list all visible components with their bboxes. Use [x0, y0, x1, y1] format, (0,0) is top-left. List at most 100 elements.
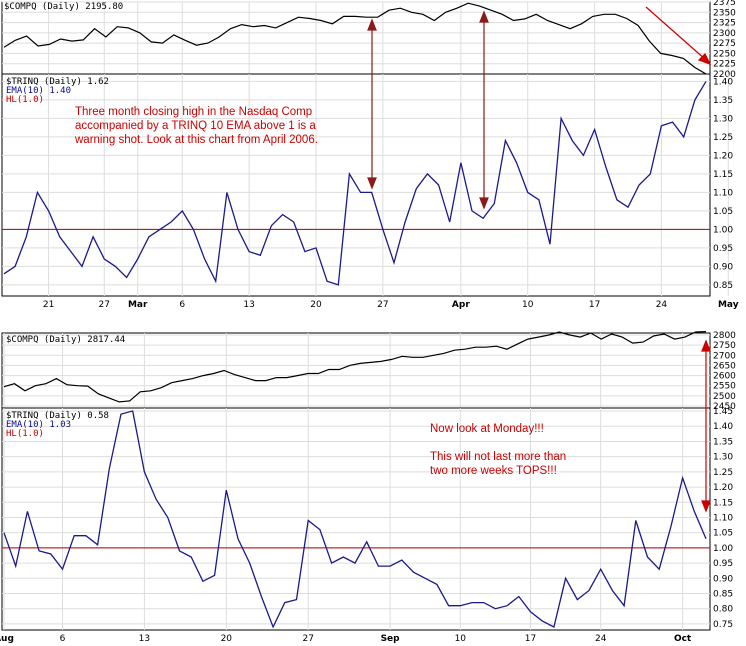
x-tick-label: 24 — [656, 300, 668, 310]
x-tick-label: Aug — [0, 634, 14, 644]
y-tick-label: 2800 — [713, 331, 736, 341]
bottom-trinq-frame — [1, 407, 711, 631]
x-tick-label: 13 — [139, 634, 150, 644]
top-ema-line — [3, 81, 707, 286]
bottom-hl-legend: HL(1.0) — [6, 429, 44, 439]
y-tick-label: 2200 — [713, 70, 736, 80]
top-price-grid — [2, 1, 729, 75]
top-annotation-line-2: accompanied by a TRINQ 10 EMA above 1 is… — [75, 120, 316, 132]
y-tick-label: 1.00 — [713, 544, 733, 554]
y-tick-label: 2275 — [713, 39, 736, 49]
bottom-xticks: Aug6132027Sep101724Oct8152229 — [0, 634, 692, 644]
x-tick-label: 13 — [243, 300, 254, 310]
x-tick-label: 24 — [595, 634, 607, 644]
bottom-ema-line — [3, 410, 707, 629]
x-tick-label: Sep — [381, 634, 401, 644]
x-tick-label: 6 — [179, 300, 185, 310]
y-tick-label: 2250 — [713, 49, 736, 59]
bottom-ema-legend: EMA(10) 1.03 — [6, 420, 71, 430]
bottom-trinq-panel: 1.45 1.40 1.35 1.30 1.25 1.20 1.15 1.10 1.05 1.00… — [1, 407, 733, 631]
top-arrow-diagonal — [645, 6, 712, 66]
y-tick-label: 0.90 — [713, 262, 733, 272]
y-tick-label: 0.75 — [713, 620, 733, 630]
bottom-price-line — [3, 331, 707, 403]
y-tick-label: 1.45 — [713, 407, 733, 417]
y-tick-label: 1.00 — [713, 225, 733, 235]
x-tick-label: May — [718, 300, 739, 310]
y-tick-label: 1.05 — [713, 207, 733, 217]
y-tick-label: 2325 — [713, 19, 736, 29]
x-tick-label: 17 — [525, 634, 536, 644]
bottom-annotation: Now look at Monday!!! This will not last… — [430, 423, 566, 477]
top-ema-legend: EMA(10) 1.40 — [6, 86, 71, 96]
y-tick-label: 1.05 — [713, 529, 733, 539]
top-arrow-1 — [367, 18, 377, 190]
y-tick-label: 2375 — [713, 0, 736, 8]
x-tick-label: 20 — [221, 634, 233, 644]
y-tick-label: 1.35 — [713, 96, 733, 106]
x-tick-label: Mar — [128, 300, 148, 310]
y-tick-label: 2350 — [713, 8, 736, 18]
bottom-annotation-line-3: This will not last more than — [430, 451, 566, 463]
y-tick-label: 2650 — [713, 361, 736, 371]
bottom-trinq-legend: $TRINQ (Daily) 0.58 — [6, 411, 109, 421]
y-tick-label: 1.40 — [713, 422, 733, 432]
x-tick-label: Oct — [674, 634, 692, 644]
y-tick-label: 1.15 — [713, 498, 733, 508]
y-tick-label: 2600 — [713, 372, 736, 382]
y-tick-label: 2750 — [713, 341, 736, 351]
x-tick-label: 10 — [522, 300, 534, 310]
bottom-price-legend: $COMPQ (Daily) 2817.44 — [6, 335, 125, 345]
top-trinq-yticks: 1.40 1.35 1.30 1.25 1.20 1.15 1.10 1.05 1.00 0.95… — [713, 77, 733, 291]
y-tick-label: 0.85 — [713, 590, 733, 600]
y-tick-label: 1.20 — [713, 483, 733, 493]
top-annotation: Three month closing high in the Nasdaq C… — [74, 106, 318, 146]
y-tick-label: 2450 — [713, 402, 736, 412]
y-tick-label: 1.30 — [713, 453, 733, 463]
top-annotation-line-1: Three month closing high in the Nasdaq C… — [75, 106, 312, 118]
x-tick-label: 20 — [310, 300, 322, 310]
y-tick-label: 1.10 — [713, 513, 733, 523]
top-trinq-legend: $TRINQ (Daily) 1.62 — [6, 77, 109, 87]
bottom-trinq-yticks: 1.45 1.40 1.35 1.30 1.25 1.20 1.15 1.10 1.05 1.00… — [713, 407, 733, 630]
y-tick-label: 2700 — [713, 351, 736, 361]
bottom-annotation-line-4: two more weeks TOPS!!! — [430, 465, 557, 477]
x-tick-label: 27 — [302, 634, 313, 644]
top-arrows — [367, 6, 712, 210]
x-tick-label: 17 — [589, 300, 600, 310]
y-tick-label: 1.10 — [713, 188, 733, 198]
top-hl-legend: HL(1.0) — [6, 95, 44, 105]
y-tick-label: 0.95 — [713, 244, 733, 254]
y-tick-label: 1.25 — [713, 133, 733, 143]
y-tick-label: 1.20 — [713, 151, 733, 161]
y-tick-label: 2225 — [713, 60, 736, 70]
y-tick-label: 2550 — [713, 382, 736, 392]
y-tick-label: 0.80 — [713, 605, 733, 615]
top-price-frame — [1, 1, 711, 75]
y-tick-label: 1.35 — [713, 437, 733, 447]
y-tick-label: 1.40 — [713, 77, 733, 87]
top-trinq-panel: 1.40 1.35 1.30 1.25 1.20 1.15 1.10 1.05 1.00 0.95… — [1, 73, 733, 297]
x-tick-label: 10 — [455, 634, 467, 644]
x-tick-label: 27 — [99, 300, 110, 310]
y-tick-label: 2500 — [713, 392, 736, 402]
bottom-trinq-grid — [2, 408, 710, 630]
y-tick-label: 0.85 — [713, 281, 733, 291]
top-trinq-grid — [2, 74, 729, 296]
bottom-annotation-line-1: Now look at Monday!!! — [430, 423, 544, 435]
top-xticks: 2127Mar6132027Apr101724May815 — [43, 300, 739, 310]
y-tick-label: 1.15 — [713, 170, 733, 180]
top-price-legend: $COMPQ (Daily) 2195.80 — [4, 2, 123, 12]
y-tick-label: 0.95 — [713, 559, 733, 569]
top-price-line — [3, 2, 707, 75]
x-tick-label: 21 — [43, 300, 54, 310]
y-tick-label: 1.30 — [713, 114, 733, 124]
x-tick-label: 6 — [60, 634, 66, 644]
